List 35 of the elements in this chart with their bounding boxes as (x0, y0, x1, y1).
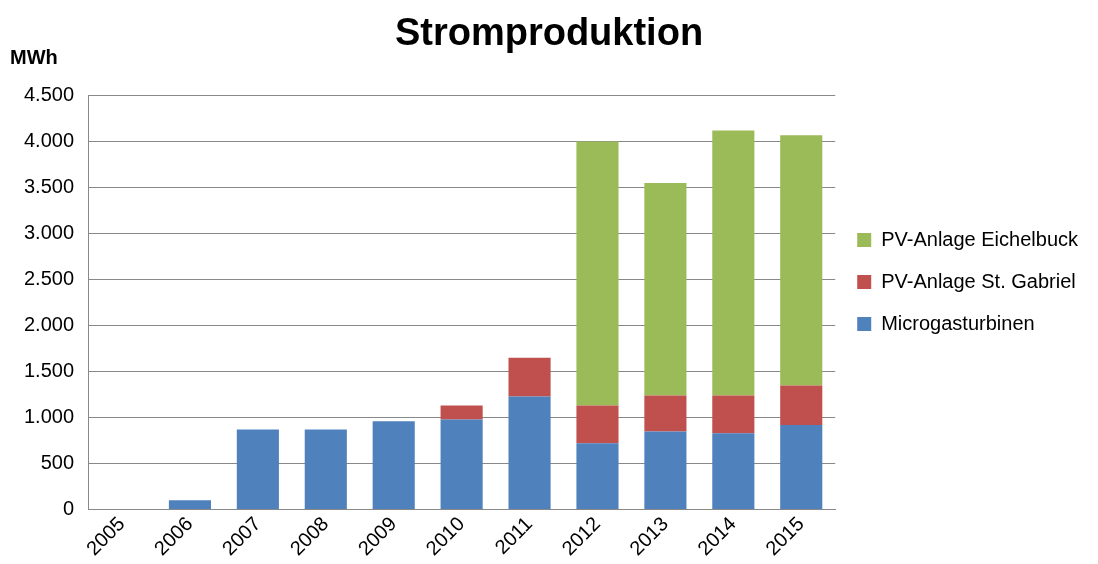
bar (712, 130, 755, 396)
bar (236, 429, 279, 510)
bar (440, 419, 483, 510)
y-tick-label: 500 (40, 451, 75, 474)
chart-title: Stromproduktion (394, 11, 704, 54)
bar (372, 421, 415, 510)
bar (644, 182, 687, 396)
bar (304, 429, 347, 510)
bar (440, 405, 483, 420)
bar (712, 433, 755, 510)
bar (644, 431, 687, 510)
bar (780, 135, 823, 386)
bar (644, 395, 687, 432)
y-tick-label: 2.000 (23, 313, 75, 336)
y-tick-label: 4.500 (23, 83, 75, 106)
bar (712, 395, 755, 434)
bar (576, 141, 619, 406)
bar (168, 500, 211, 510)
y-tick-label: 3.500 (23, 175, 75, 198)
y-tick-label: 1.500 (23, 359, 75, 382)
legend-label: PV-Anlage St. Gabriel (881, 269, 1076, 292)
y-tick-label: 3.000 (23, 221, 75, 244)
bar (576, 405, 619, 444)
bar (576, 443, 619, 510)
y-axis-title: MWh (10, 45, 58, 68)
bar (508, 396, 551, 510)
y-tick-label: 1.000 (23, 405, 75, 428)
bar (780, 424, 823, 510)
legend-label: PV-Anlage Eichelbuck (881, 227, 1079, 250)
bar (780, 385, 823, 425)
y-tick-label: 0 (62, 497, 75, 520)
y-tick-label: 4.000 (23, 129, 75, 152)
bar (508, 357, 551, 397)
legend-label: Microgasturbinen (881, 311, 1035, 334)
y-tick-label: 2.500 (23, 267, 75, 290)
